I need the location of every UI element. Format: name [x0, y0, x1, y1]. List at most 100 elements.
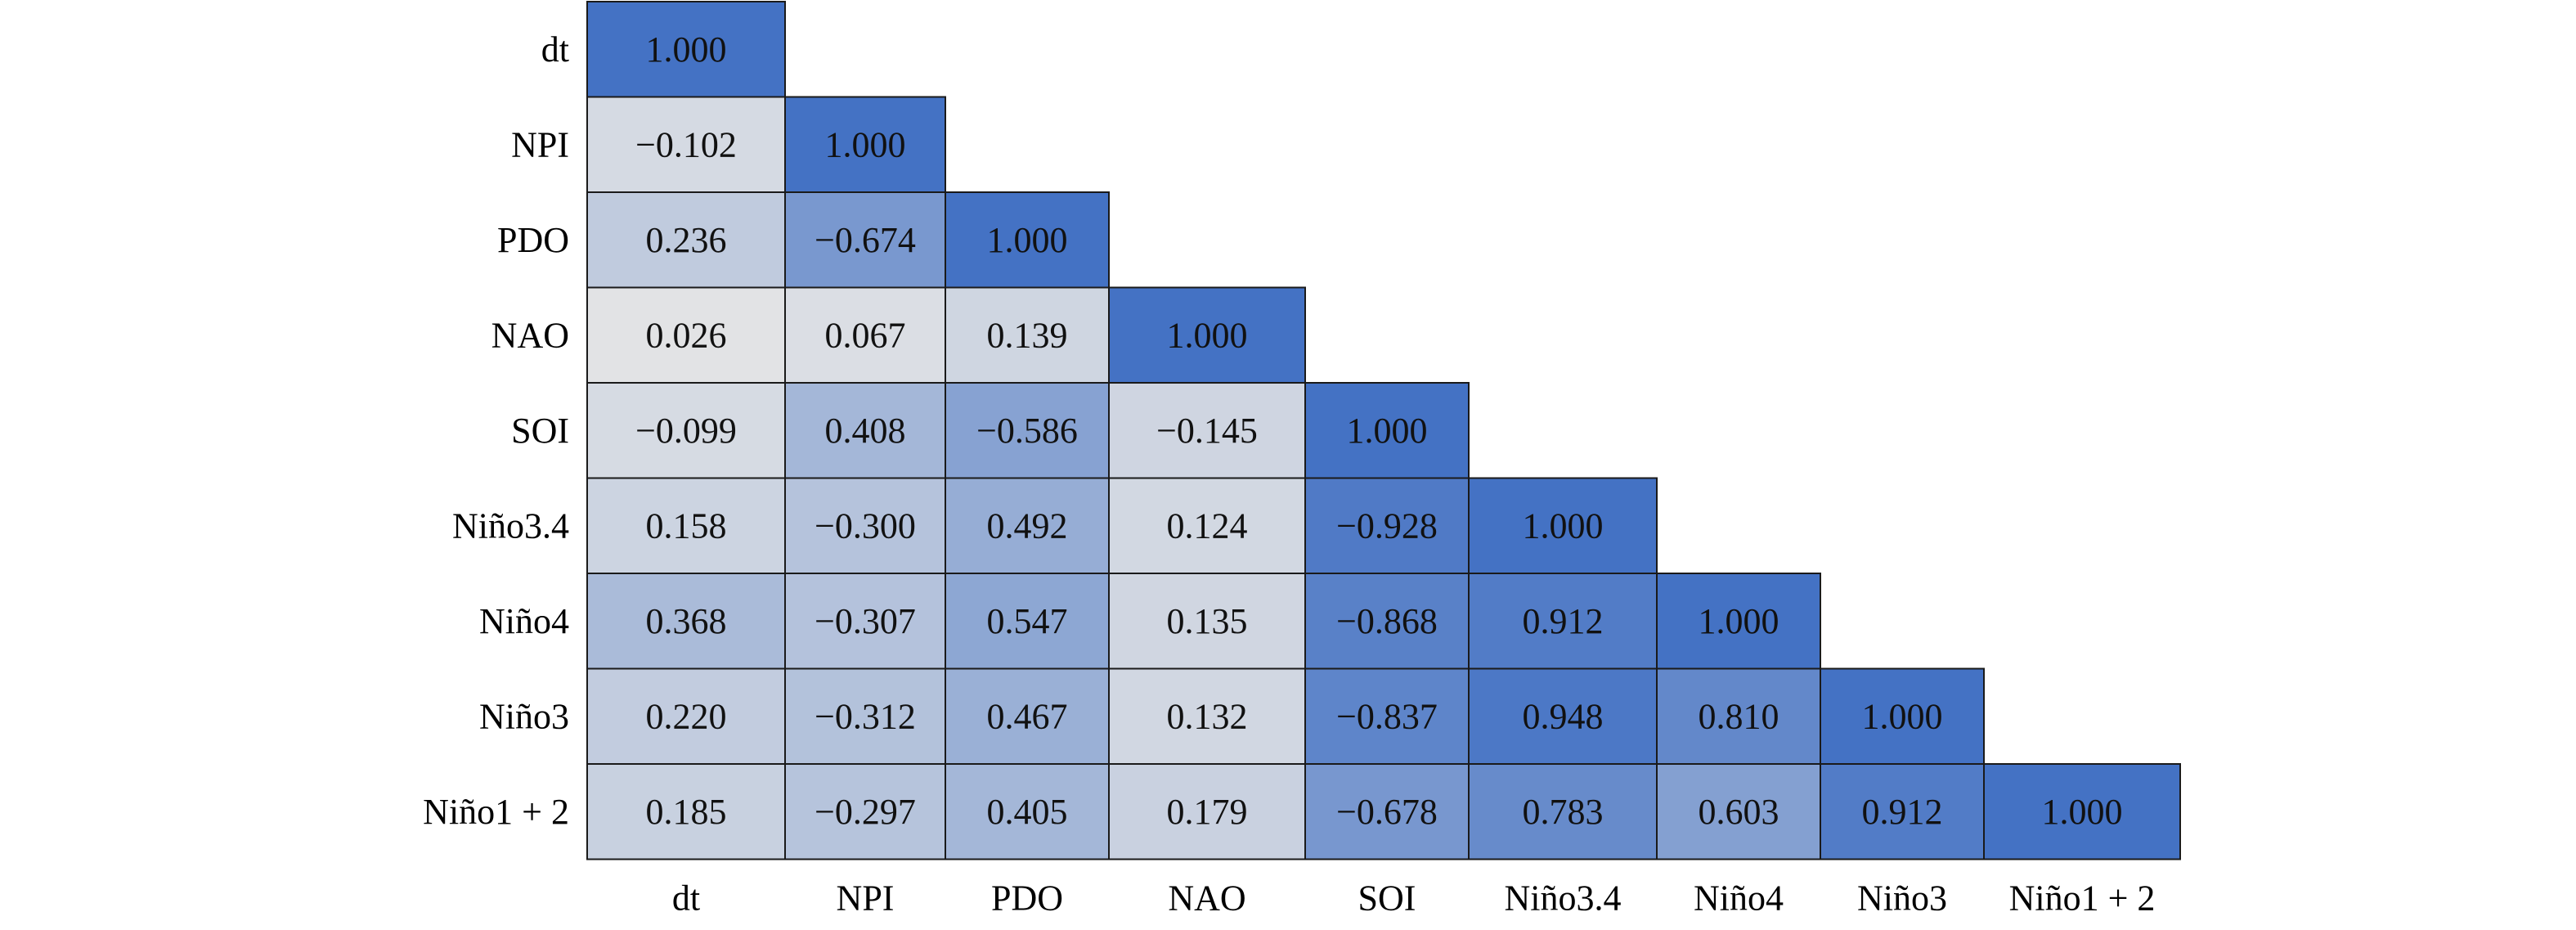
heatmap-cell [1108, 477, 1306, 574]
heatmap-cell [784, 382, 946, 479]
heatmap-cell [784, 191, 946, 289]
heatmap-cell [586, 96, 786, 193]
heatmap-cell [784, 477, 946, 574]
cell-value-label: 1.000 [646, 29, 727, 70]
cell-value-label: 0.368 [646, 601, 727, 641]
cell-value-label: −0.145 [1156, 411, 1258, 451]
cell-value-label: 0.912 [1862, 792, 1943, 832]
cell-value-label: 0.603 [1699, 792, 1779, 832]
cell-value-label: 0.185 [646, 792, 727, 832]
cell-value-label: 1.000 [987, 220, 1068, 260]
cell-value-label: 1.000 [1699, 601, 1779, 641]
heatmap-cell [945, 191, 1110, 289]
cell-value-label: −0.837 [1336, 696, 1438, 736]
column-labels: dt NPI PDO NAO SOI Niño3.4 Niño4 Niño3 Niño1 + 2 [672, 878, 2156, 919]
cell-value-label: 1.000 [1523, 505, 1604, 546]
cell-value-label: −0.102 [635, 124, 737, 164]
row-label: Niño1 + 2 [423, 792, 569, 832]
row-label: PDO [497, 220, 569, 260]
cell-value-label: −0.307 [815, 601, 916, 641]
cell-value-label: 0.783 [1523, 792, 1604, 832]
heatmap-cell [945, 477, 1110, 574]
heatmap-cell [1983, 763, 2181, 860]
heatmap-cell [586, 191, 786, 289]
cell-value-label: 0.810 [1699, 696, 1779, 736]
heatmap-cell [586, 1, 786, 98]
row-label: NPI [511, 124, 569, 164]
cell-value-label: 0.408 [825, 411, 906, 451]
column-label: NAO [1168, 878, 1245, 919]
cell-value-label: 0.467 [987, 696, 1068, 736]
heatmap-cell [1108, 382, 1306, 479]
cell-value-label: 1.000 [1167, 315, 1248, 355]
cell-value-label: −0.928 [1336, 505, 1438, 546]
cell-value-label: 0.179 [1167, 792, 1248, 832]
column-label: Niño1 + 2 [2009, 878, 2156, 919]
heatmap-cell [945, 667, 1110, 765]
heatmap-cell [945, 382, 1110, 479]
heatmap-cell [586, 763, 786, 860]
row-label: dt [541, 29, 569, 70]
cell-value-label: −0.297 [815, 792, 916, 832]
cell-value-label: −0.312 [815, 696, 916, 736]
cell-value-label: 0.405 [987, 792, 1068, 832]
heatmap-cell [1304, 477, 1470, 574]
heatmap-cell [1108, 763, 1306, 860]
column-label: Niño3.4 [1505, 878, 1622, 919]
heatmap-cell [586, 477, 786, 574]
heatmap-cell [1108, 286, 1306, 384]
row-label: Niño3 [479, 696, 569, 736]
cell-value-label: −0.674 [815, 220, 916, 260]
cell-value-label: −0.300 [815, 505, 916, 546]
heatmap-cell [784, 763, 946, 860]
column-label: Niño4 [1694, 878, 1784, 919]
column-label: PDO [991, 878, 1063, 919]
cell-value-label: 0.124 [1167, 505, 1248, 546]
cell-value-label: 1.000 [1862, 696, 1943, 736]
cell-value-label: 0.135 [1167, 601, 1248, 641]
cell-value-label: 0.220 [646, 696, 727, 736]
heatmap-cell [1820, 667, 1985, 765]
cell-value-label: −0.868 [1336, 601, 1438, 641]
cell-value-label: 0.067 [825, 315, 906, 355]
heatmap-cell [1108, 573, 1306, 670]
heatmap-cell [1656, 667, 1821, 765]
row-label: Niño4 [479, 601, 569, 641]
cell-value-label: 1.000 [825, 124, 906, 164]
row-labels: dt NPI PDO NAO SOI Niño3.4 Niño4 Niño3 Niño1 + 2 [423, 29, 569, 832]
heatmap-cell [784, 96, 946, 193]
cell-value-label: 0.547 [987, 601, 1068, 641]
heatmap-cell [1656, 763, 1821, 860]
heatmap-cell [586, 573, 786, 670]
heatmap-cell [784, 286, 946, 384]
cell-value-label: −0.586 [976, 411, 1078, 451]
cell-value-label: 0.132 [1167, 696, 1248, 736]
cell-value-label: 1.000 [1347, 411, 1428, 451]
cell-value-label: 0.139 [987, 315, 1068, 355]
cell-value-label: −0.678 [1336, 792, 1438, 832]
row-label: Niño3.4 [452, 505, 569, 546]
cell-value-label: 0.912 [1523, 601, 1604, 641]
heatmap-cell [586, 667, 786, 765]
column-label: SOI [1358, 878, 1416, 919]
cell-value-label: 0.026 [646, 315, 727, 355]
heatmap-cell [945, 763, 1110, 860]
heatmap-cell [1656, 573, 1821, 670]
cell-value-label: 1.000 [2042, 792, 2123, 832]
cell-value-label: 0.236 [646, 220, 727, 260]
row-label: SOI [511, 411, 569, 451]
cell-value-label: 0.158 [646, 505, 727, 546]
heatmap-cell [1304, 763, 1470, 860]
cell-value-label: 0.948 [1523, 696, 1604, 736]
heatmap-cell [1468, 477, 1658, 574]
heatmap-cell [784, 573, 946, 670]
heatmap-cell [1304, 382, 1470, 479]
cell-value-label: −0.099 [635, 411, 737, 451]
heatmap-cell [1468, 573, 1658, 670]
row-label: NAO [491, 315, 569, 355]
column-label: NPI [837, 878, 895, 919]
heatmap-cells: 1.000 −0.102 1.000 0.236 −0.674 1.000 0.026 0.0… [586, 1, 2181, 860]
cell-value-label: 0.492 [987, 505, 1068, 546]
column-label: dt [672, 878, 700, 919]
